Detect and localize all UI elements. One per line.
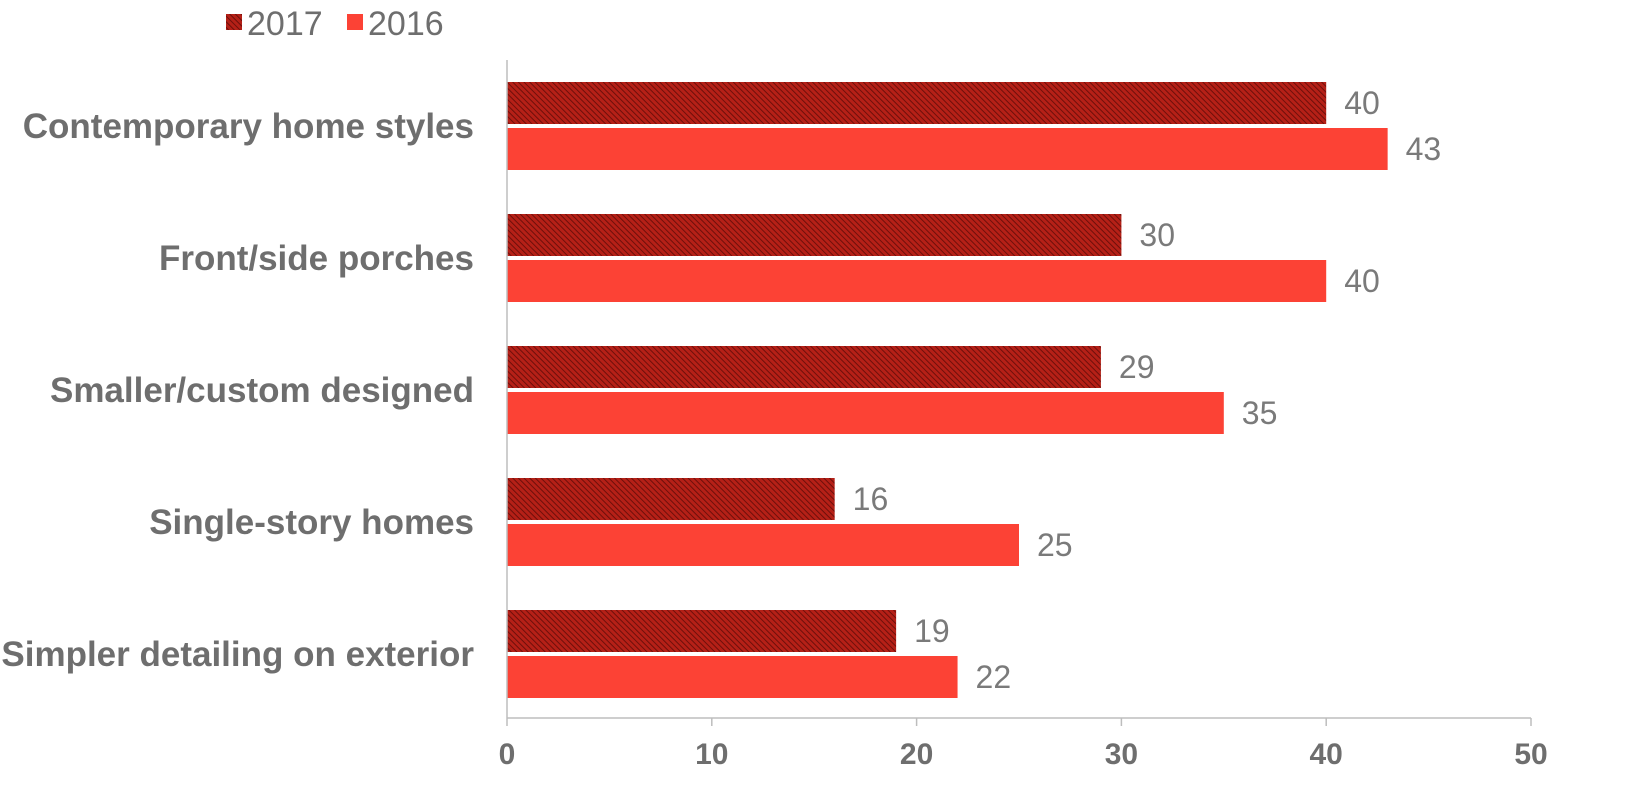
x-tick-label-1: 10 bbox=[695, 738, 728, 771]
legend-swatch-2017 bbox=[226, 14, 242, 30]
bars bbox=[507, 82, 1388, 698]
chart-legend: 2017 2016 bbox=[226, 5, 444, 43]
data-label-2017-1: 30 bbox=[1139, 217, 1175, 253]
bar-2017-2 bbox=[507, 346, 1101, 388]
category-label-1: Front/side porches bbox=[159, 239, 474, 278]
bar-2016-3 bbox=[507, 524, 1019, 566]
bar-2016-1 bbox=[507, 260, 1327, 302]
data-label-2017-3: 16 bbox=[853, 481, 889, 517]
category-label-0: Contemporary home styles bbox=[23, 107, 474, 146]
data-label-2016-2: 35 bbox=[1242, 395, 1278, 431]
category-axis-labels: Contemporary home styles Front/side porch… bbox=[1, 107, 474, 674]
category-label-4: Simpler detailing on exterior bbox=[1, 635, 474, 674]
bar-2016-0 bbox=[507, 128, 1388, 170]
data-labels: 40 43 30 40 29 35 16 25 19 22 bbox=[853, 85, 1442, 695]
bar-2017-4 bbox=[507, 610, 897, 652]
bar-2016-2 bbox=[507, 392, 1224, 434]
data-label-2016-0: 43 bbox=[1406, 131, 1442, 167]
legend-swatch-2016 bbox=[347, 14, 363, 30]
x-tick-label-0: 0 bbox=[499, 738, 516, 771]
category-label-3: Single-story homes bbox=[149, 503, 474, 542]
bar-2017-0 bbox=[507, 82, 1327, 124]
x-tick-label-3: 30 bbox=[1105, 738, 1138, 771]
category-label-2: Smaller/custom designed bbox=[50, 371, 474, 410]
axes: 0 10 20 30 40 50 bbox=[499, 60, 1548, 771]
data-label-2017-4: 19 bbox=[914, 613, 950, 649]
bar-2017-1 bbox=[507, 214, 1122, 256]
data-label-2017-0: 40 bbox=[1344, 85, 1380, 121]
bar-2017-3 bbox=[507, 478, 835, 520]
x-tick-label-2: 20 bbox=[900, 738, 933, 771]
x-tick-label-4: 40 bbox=[1310, 738, 1343, 771]
data-label-2016-1: 40 bbox=[1344, 263, 1380, 299]
data-label-2017-2: 29 bbox=[1119, 349, 1155, 385]
data-label-2016-4: 22 bbox=[976, 659, 1012, 695]
legend-label-2016: 2016 bbox=[368, 5, 444, 43]
x-tick-label-5: 50 bbox=[1514, 738, 1547, 771]
bar-2016-4 bbox=[507, 656, 958, 698]
legend-label-2017: 2017 bbox=[247, 5, 323, 43]
data-label-2016-3: 25 bbox=[1037, 527, 1073, 563]
